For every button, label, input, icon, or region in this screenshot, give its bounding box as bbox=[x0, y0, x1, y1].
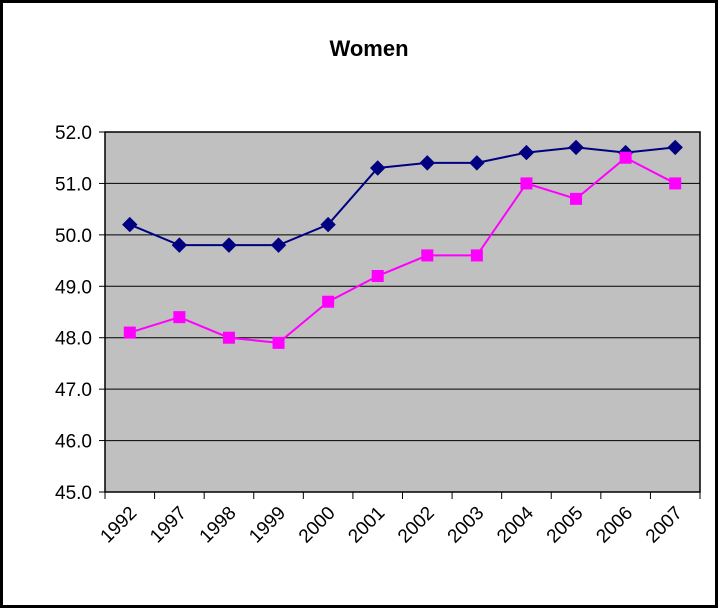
data-point bbox=[669, 177, 682, 190]
series-line-1 bbox=[129, 146, 676, 247]
data-point bbox=[470, 249, 483, 262]
y-tick-label: 45.0 bbox=[55, 483, 92, 504]
data-point bbox=[272, 336, 285, 349]
chart-title: Women bbox=[329, 36, 408, 61]
data-point bbox=[568, 139, 584, 156]
data-point bbox=[619, 151, 632, 164]
data-point bbox=[520, 177, 533, 190]
data-point bbox=[270, 237, 287, 253]
data-point bbox=[570, 192, 583, 205]
data-point bbox=[371, 270, 384, 282]
data-point bbox=[123, 326, 136, 339]
data-point bbox=[518, 144, 535, 161]
y-tick-label: 50.0 bbox=[55, 226, 92, 247]
data-point bbox=[320, 216, 336, 233]
y-tick-label: 47.0 bbox=[55, 380, 92, 401]
data-point bbox=[171, 237, 188, 253]
y-tick-label: 48.0 bbox=[55, 329, 92, 350]
data-point bbox=[122, 216, 138, 233]
data-point bbox=[419, 155, 435, 171]
data-point bbox=[222, 331, 235, 344]
y-tick-label: 46.0 bbox=[55, 432, 92, 453]
data-point bbox=[221, 237, 237, 253]
data-point bbox=[173, 311, 186, 324]
y-tick-label: 51.0 bbox=[55, 174, 92, 195]
series-line-2 bbox=[129, 156, 676, 344]
data-point bbox=[469, 155, 485, 171]
data-point bbox=[667, 139, 683, 156]
data-point bbox=[370, 160, 386, 176]
data-point bbox=[322, 295, 335, 308]
data-point bbox=[421, 249, 434, 262]
y-tick-label: 49.0 bbox=[55, 277, 92, 298]
plot-area bbox=[105, 132, 700, 492]
y-tick-label: 52.0 bbox=[55, 123, 92, 144]
